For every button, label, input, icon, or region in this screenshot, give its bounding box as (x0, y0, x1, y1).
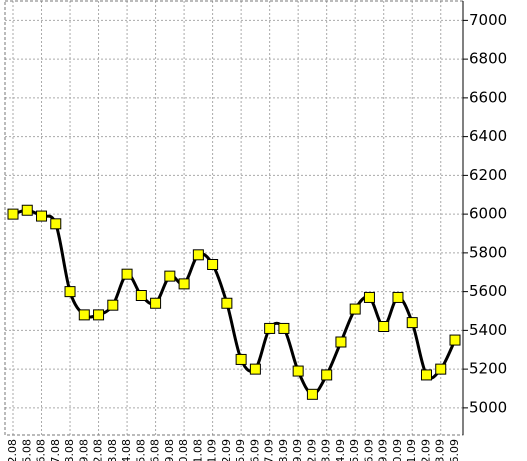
x-tick-label: 01.09 (206, 439, 219, 461)
marker (378, 321, 390, 332)
y-tick-label: 6600 (469, 88, 507, 106)
marker (192, 249, 204, 261)
x-tick-label: 23.09 (434, 439, 447, 461)
x-tick-label: 20.09 (391, 439, 404, 461)
x-tick-label: 15.08 (20, 439, 33, 461)
x-tick-label: 18.08 (63, 439, 76, 461)
y-tick-label: 6800 (469, 50, 507, 68)
marker (335, 336, 347, 348)
x-tick-label: 07.09 (263, 439, 276, 461)
y-tick-label: 6200 (469, 166, 507, 184)
x-tick-label: 12.08 (6, 439, 19, 461)
marker (93, 309, 105, 321)
marker (363, 291, 375, 303)
y-tick-label: 7000 (469, 11, 507, 29)
marker (121, 268, 133, 280)
y-tick-label: 6000 (469, 205, 507, 223)
y-tick-label: 5600 (469, 282, 507, 300)
marker (178, 278, 190, 290)
x-tick-label: 15.09 (348, 439, 361, 461)
marker (7, 208, 19, 220)
marker (64, 286, 76, 298)
x-tick-label: 21.09 (405, 439, 418, 461)
marker (164, 270, 176, 282)
marker (406, 317, 418, 329)
x-tick-label: 13.09 (320, 439, 333, 461)
x-tick-label: 12.09 (305, 439, 318, 461)
marker (235, 353, 247, 365)
x-tick-label: 25.08 (134, 439, 147, 461)
x-tick-label: 09.09 (291, 439, 304, 461)
marker (306, 388, 318, 400)
marker (435, 363, 447, 375)
x-tick-label: 26.08 (149, 439, 162, 461)
x-tick-label: 26.09 (448, 439, 461, 461)
marker (349, 303, 361, 315)
x-tick-label: 19.08 (77, 439, 90, 461)
marker (264, 322, 276, 334)
marker (107, 299, 119, 311)
marker (249, 363, 261, 375)
marker (292, 365, 304, 377)
x-tick-label: 14.09 (334, 439, 347, 461)
marker (78, 309, 90, 321)
x-tick-label: 23.08 (106, 439, 119, 461)
marker (449, 334, 461, 346)
plot-area (5, 1, 463, 435)
marker (135, 290, 147, 301)
marker (150, 297, 162, 309)
x-tick-label: 16.09 (362, 439, 375, 461)
x-tick-label: 19.09 (377, 439, 390, 461)
y-tick-label: 5400 (469, 321, 507, 339)
marker (392, 291, 404, 303)
x-tick-label: 22.09 (419, 439, 432, 461)
marker (21, 204, 33, 216)
marker (50, 218, 62, 230)
x-tick-label: 06.09 (248, 439, 261, 461)
y-tick-label: 5800 (469, 243, 507, 261)
marker (420, 369, 432, 381)
marker (221, 297, 233, 309)
marker (278, 322, 290, 334)
y-tick-label: 5000 (469, 398, 507, 416)
x-tick-label: 31.08 (191, 439, 204, 461)
x-tick-label: 05.09 (234, 439, 247, 461)
x-tick-label: 30.08 (177, 439, 190, 461)
x-tick-label: 24.08 (120, 439, 133, 461)
marker (321, 369, 333, 381)
x-tick-label: 17.08 (49, 439, 62, 461)
x-tick-label: 22.08 (92, 439, 105, 461)
marker (207, 259, 219, 270)
marker (36, 210, 48, 222)
y-tick-label: 6400 (469, 127, 507, 145)
y-tick-label: 5200 (469, 360, 507, 378)
x-tick-label: 29.08 (163, 439, 176, 461)
x-tick-label: 08.09 (277, 439, 290, 461)
x-tick-label: 16.08 (35, 439, 48, 461)
x-tick-label: 02.09 (220, 439, 233, 461)
